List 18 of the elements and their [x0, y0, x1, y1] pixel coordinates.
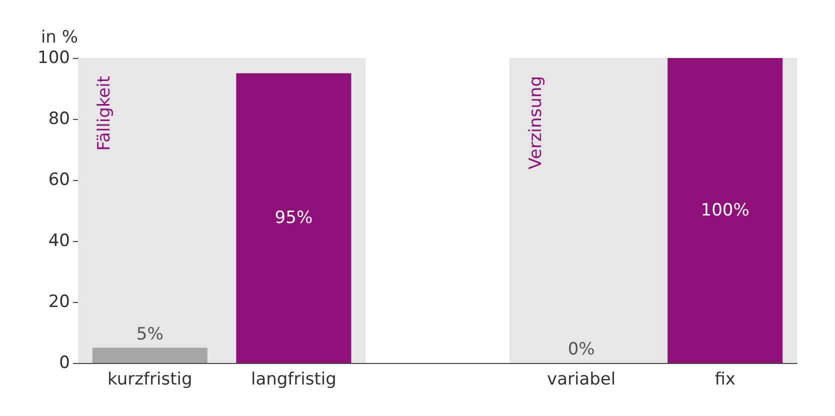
data-label: 100%: [700, 200, 750, 220]
data-label: 0%: [568, 340, 595, 360]
x-tick-label: kurzfristig: [108, 370, 192, 390]
y-tick-label: 0: [59, 353, 70, 373]
y-axis-title: in %: [40, 28, 78, 48]
band-label: Verzinsung: [526, 76, 546, 170]
data-label: 5%: [136, 324, 164, 344]
bar: [92, 348, 208, 363]
y-tick-label: 60: [48, 170, 70, 190]
y-tick-label: 40: [48, 231, 70, 251]
data-label: 95%: [274, 208, 313, 228]
y-tick-label: 100: [38, 48, 70, 68]
x-tick-label: langfristig: [250, 370, 336, 390]
x-tick-label: variabel: [547, 370, 616, 390]
y-tick-label: 80: [48, 109, 70, 129]
x-tick-label: fix: [714, 370, 736, 390]
band-label: Fälligkeit: [94, 76, 114, 151]
y-tick-label: 20: [48, 292, 70, 312]
